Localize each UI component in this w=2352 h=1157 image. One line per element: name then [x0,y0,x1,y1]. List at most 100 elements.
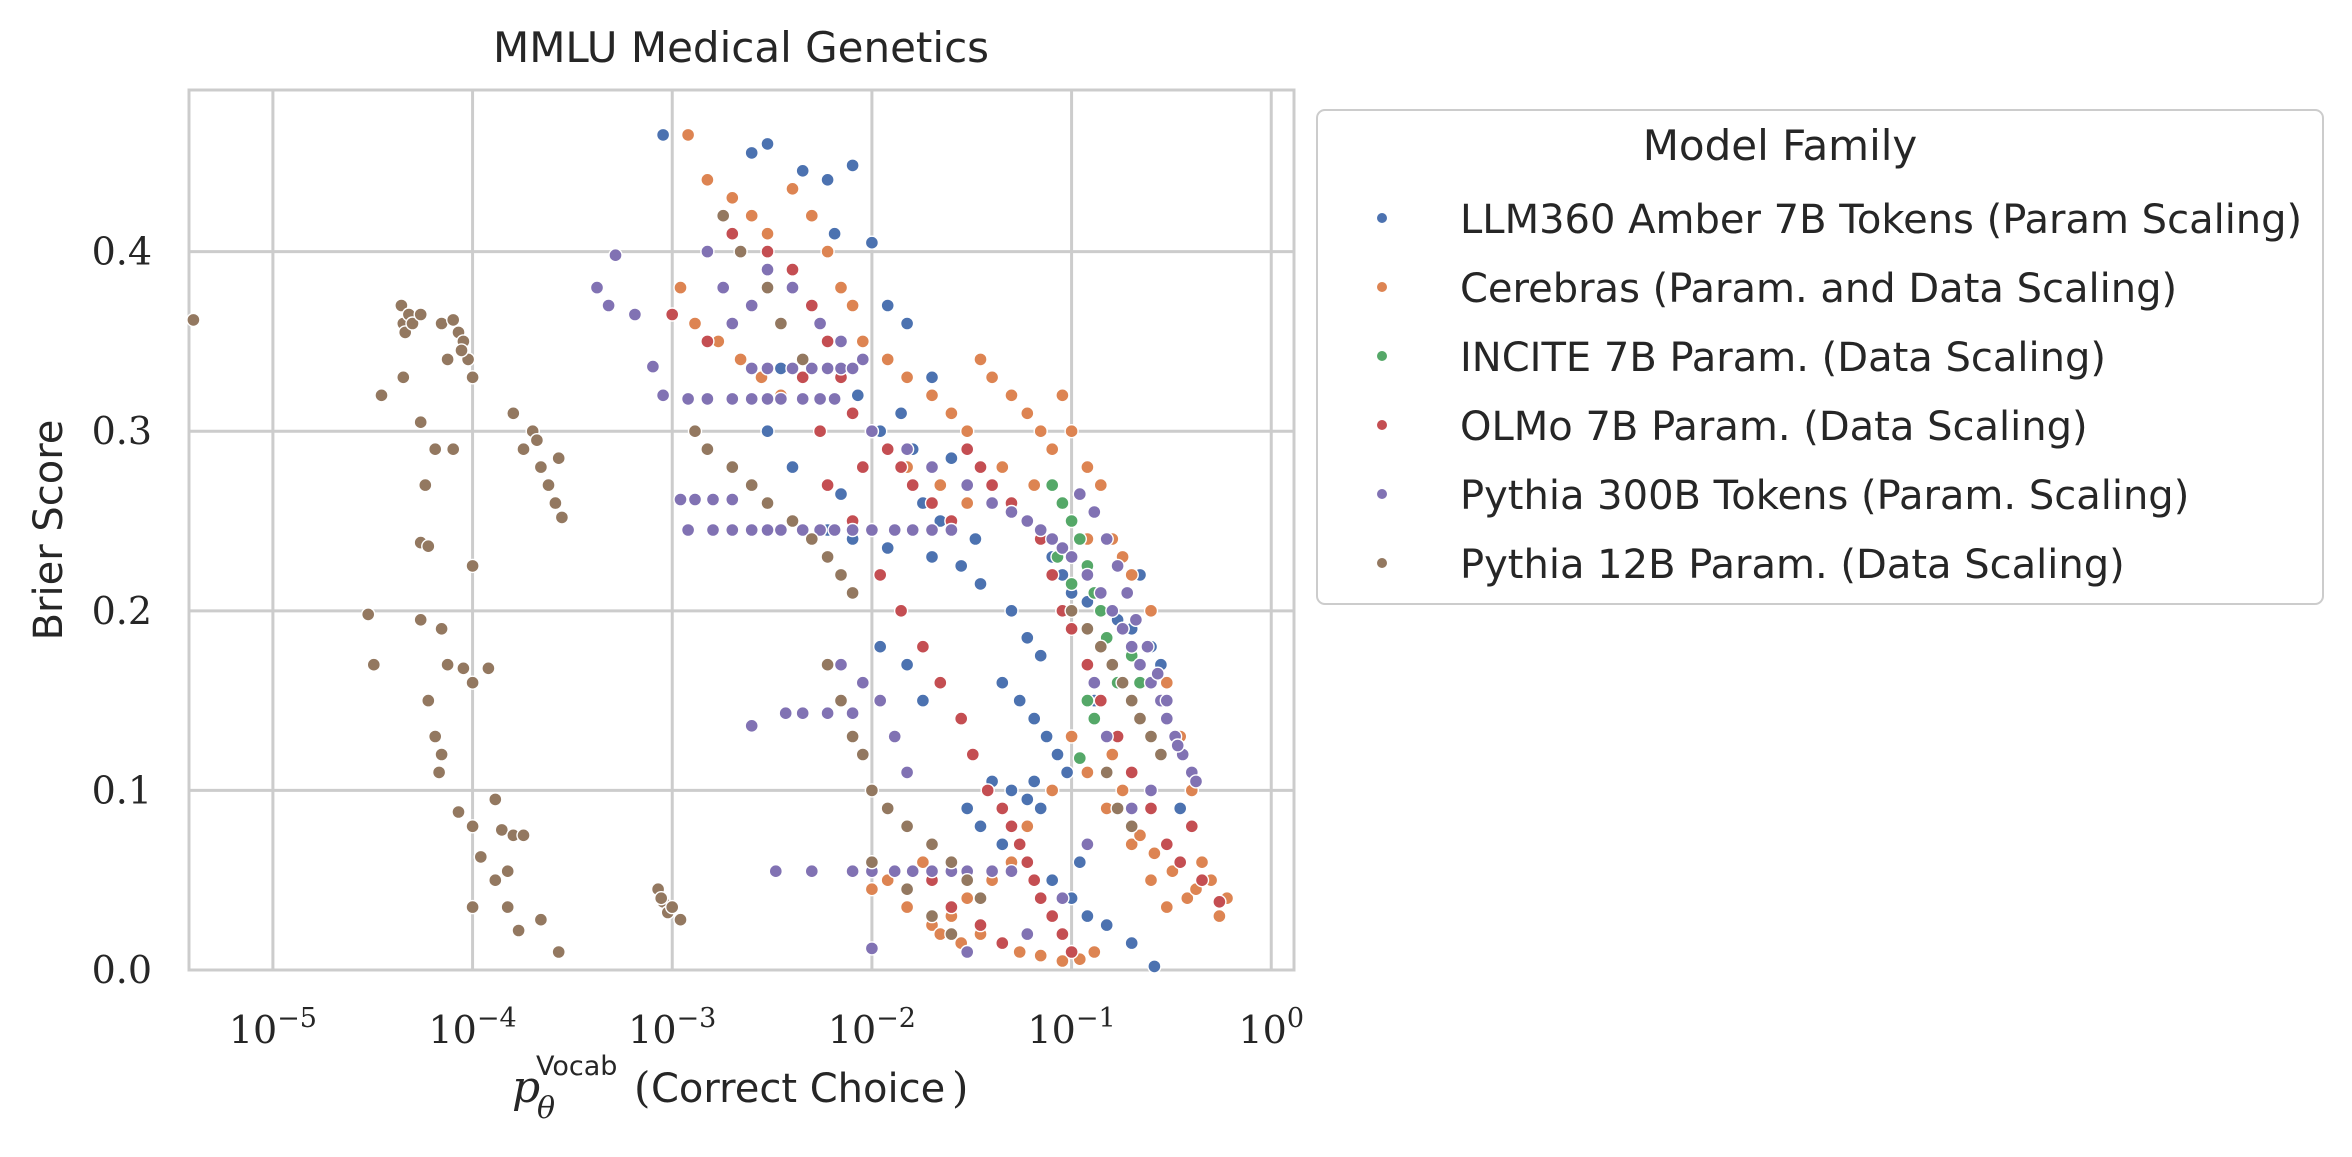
scatter-point [960,801,975,816]
scatter-point [500,864,515,879]
scatter-point [785,181,800,197]
scatter-point [915,855,931,870]
scatter-point [1064,603,1079,618]
scatter-point [687,492,703,507]
scatter-point [608,247,623,263]
scatter-point [533,912,549,927]
scatter-point [428,729,443,744]
scatter-point [1020,792,1035,807]
scatter-point [446,312,461,328]
scatter-point [1110,801,1125,816]
scatter-point [627,307,643,322]
scatter-point [418,477,433,493]
scatter-point [413,415,428,430]
scatter-point [1143,729,1159,744]
scatter-point [725,492,740,507]
legend-marker [1377,558,1387,568]
scatter-point [905,522,920,538]
scatter-point [665,899,680,915]
scatter-point [1026,873,1042,888]
scatter-point [700,244,715,259]
series-group [673,127,1235,969]
scatter-point [1080,693,1095,708]
scatter-point [687,424,703,439]
scatter-point [1124,837,1139,852]
scatter-point [1124,765,1139,780]
scatter-point [541,477,556,493]
scatter-point [893,406,909,421]
scatter-point [833,486,849,502]
scatter-point [845,864,860,879]
scatter-point [396,370,411,385]
scatter-point [533,459,549,475]
scatter-point [500,899,515,915]
plot-frame [187,88,1296,972]
scatter-point [785,459,800,475]
scatter-point [845,158,860,173]
scatter-point [1072,531,1088,547]
scatter-point [995,459,1010,475]
scatter-point [1128,612,1144,627]
scatter-point [984,864,1000,879]
scatter-point [965,747,980,762]
series-group [589,244,1204,960]
scatter-point [1147,846,1162,861]
scatter-point [1072,486,1088,502]
scatter-point [1020,630,1035,645]
scatter-point [1044,783,1060,798]
scatter-point [428,442,443,457]
scatter-point [1026,711,1042,726]
scatter-point [529,433,545,448]
scatter-point [773,391,789,407]
scatter-point [465,558,480,574]
scatter-point [855,459,870,475]
series-group [665,226,1227,960]
scatter-point [827,226,842,241]
scatter-point [812,424,828,439]
scatter-point [795,370,810,385]
scatter-point [421,693,436,708]
scatter-point [924,908,940,924]
x-axis-label: p θ Vocab ( Correct Choice ) [512,1051,968,1126]
legend-marker [1377,489,1387,499]
scatter-point [855,352,870,367]
scatter-point [1132,657,1148,672]
scatter-point [366,657,381,672]
scatter-point [960,477,975,493]
scatter-point [864,522,880,538]
scatter-point [924,837,940,852]
scatter-point [716,280,731,295]
scatter-point [924,549,940,565]
scatter-point [1087,675,1102,690]
scatter-point [481,661,496,676]
scatter-point [1143,783,1159,798]
legend-label: Pythia 300B Tokens (Param. Scaling) [1460,473,2189,519]
scatter-point [760,226,775,241]
legend-label: OLMo 7B Param. (Data Scaling) [1460,404,2088,450]
scatter-point [744,298,759,313]
scatter-point [506,406,521,421]
scatter-point [1080,908,1095,924]
scatter-point [887,729,902,744]
scatter-point [899,657,915,672]
scatter-point [440,352,455,367]
scatter-point [820,477,835,493]
scatter-point [899,819,915,834]
scatter-point [845,706,860,721]
scatter-point [1132,828,1148,843]
scatter-point [968,531,983,547]
scatter-point [820,549,835,565]
scatter-point [1105,747,1120,762]
scatter-point [1105,657,1120,672]
scatter-point [833,334,849,349]
y-tick-label: 0.2 [92,589,152,633]
scatter-point [873,693,888,708]
scatter-point [1099,729,1114,744]
chart-title: MMLU Medical Genetics [493,23,989,72]
scatter-point [1099,765,1114,780]
scatter-point [812,391,828,407]
scatter-point [1033,424,1048,439]
scatter-point [804,298,819,313]
scatter-point [589,280,605,295]
